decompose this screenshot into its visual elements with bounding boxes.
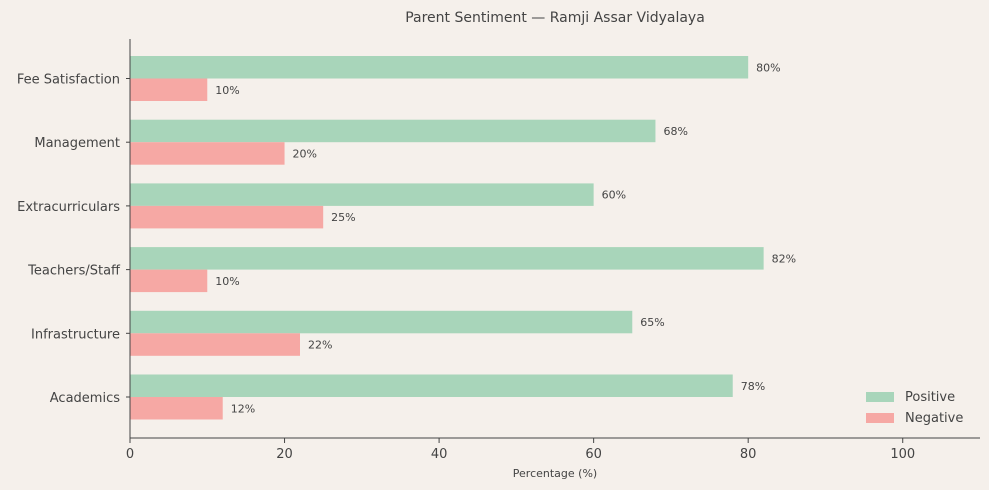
bar-positive	[130, 183, 594, 206]
bar-positive	[130, 247, 764, 270]
legend-swatch-negative	[866, 413, 894, 423]
bar-value-label: 12%	[231, 402, 255, 415]
bars-group	[130, 56, 764, 420]
bar-value-label: 82%	[772, 252, 796, 265]
bar-value-label: 25%	[331, 211, 355, 224]
x-ticks-group: 0 20 40 60 80 100	[126, 438, 915, 462]
x-tick-label: 100	[890, 447, 915, 462]
category-label: Extracurriculars	[17, 200, 120, 215]
bar-value-label: 20%	[293, 147, 317, 160]
legend-swatch-positive	[866, 392, 894, 402]
bar-value-label: 60%	[602, 189, 626, 202]
bar-negative	[130, 269, 208, 293]
legend-label-negative: Negative	[905, 411, 963, 426]
bar-positive	[130, 374, 733, 397]
bar-negative	[130, 397, 223, 420]
bar-positive	[130, 310, 633, 334]
bar-negative	[130, 205, 324, 229]
category-labels-group: Academics Infrastructure Teachers/Staff Ext…	[17, 73, 130, 406]
category-label: Fee Satisfaction	[17, 73, 120, 88]
category-label: Infrastructure	[31, 327, 120, 342]
x-tick-label: 80	[740, 447, 757, 462]
bar-positive	[130, 56, 749, 79]
x-tick-label: 60	[585, 447, 602, 462]
bar-value-label: 10%	[215, 84, 239, 97]
legend-label-positive: Positive	[905, 390, 955, 405]
chart-title: Parent Sentiment — Ramji Assar Vidyalaya	[405, 10, 705, 26]
bar-negative	[130, 333, 300, 356]
bar-positive	[130, 119, 656, 143]
bar-value-label: 78%	[741, 380, 765, 393]
bar-value-label: 65%	[640, 316, 664, 329]
category-label: Teachers/Staff	[27, 264, 121, 279]
bar-negative	[130, 78, 208, 101]
x-tick-label: 20	[276, 447, 293, 462]
value-labels-group: 78% 12% 65% 22% 82% 10% 60% 25% 68% 20% 80% 10%	[215, 61, 796, 415]
category-label: Management	[34, 136, 120, 151]
bar-value-label: 80%	[756, 61, 780, 74]
x-tick-label: 0	[126, 447, 134, 462]
legend: Positive Negative	[866, 390, 963, 426]
x-tick-label: 40	[431, 447, 448, 462]
category-label: Academics	[50, 391, 120, 406]
bar-negative	[130, 142, 285, 165]
bar-value-label: 22%	[308, 339, 332, 352]
bar-value-label: 10%	[215, 275, 239, 288]
x-axis-title: Percentage (%)	[513, 467, 597, 480]
bar-value-label: 68%	[663, 125, 687, 138]
